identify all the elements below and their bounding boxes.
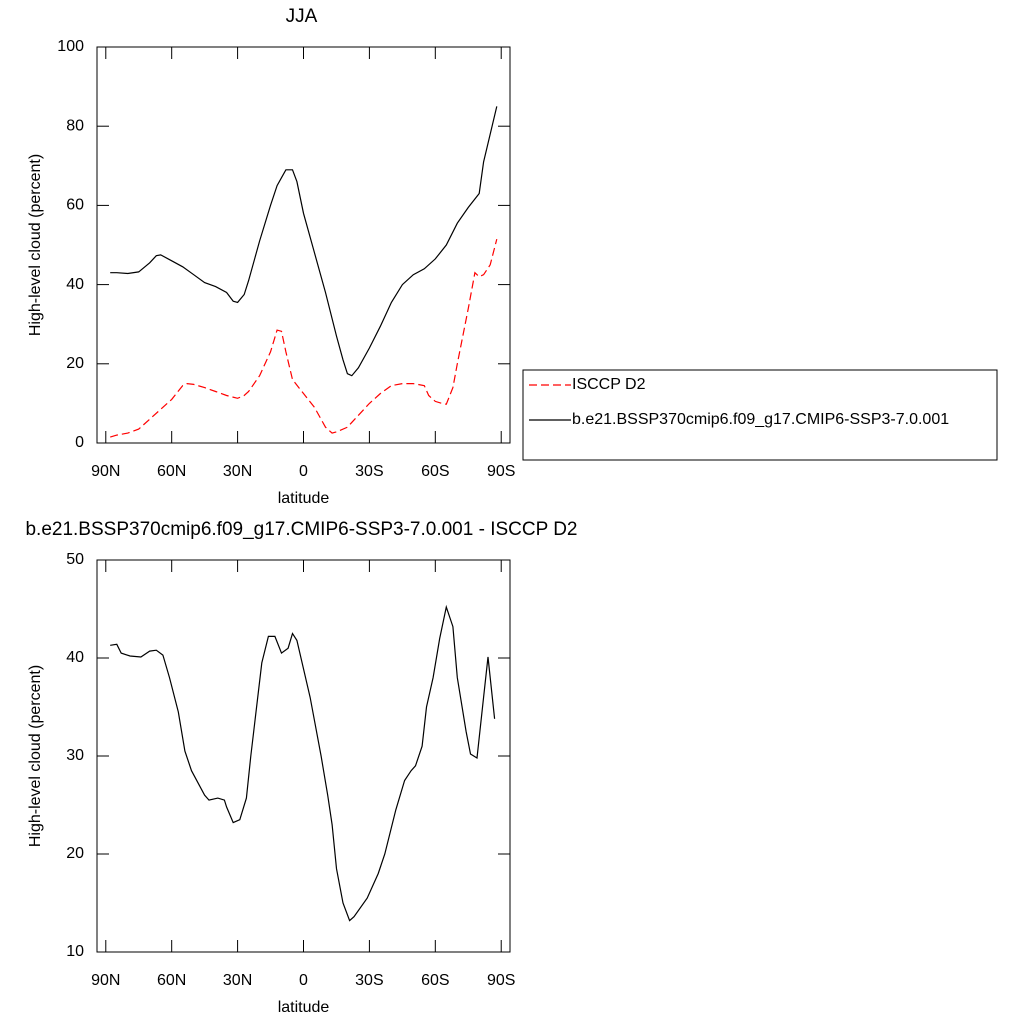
data-line bbox=[110, 238, 498, 438]
chart-title: b.e21.BSSP370cmip6.f09_g17.CMIP6-SSP3-7.… bbox=[25, 519, 577, 540]
y-tick-label: 0 bbox=[75, 434, 84, 451]
y-tick-label: 20 bbox=[66, 355, 84, 372]
x-tick-label: 60N bbox=[157, 463, 186, 480]
y-tick-label: 50 bbox=[66, 551, 84, 568]
y-tick-label: 80 bbox=[66, 117, 84, 134]
data-line bbox=[110, 106, 498, 377]
y-tick-label: 30 bbox=[66, 747, 84, 764]
x-tick-label: 30N bbox=[223, 972, 252, 989]
y-tick-label: 20 bbox=[66, 845, 84, 862]
x-tick-label: 90N bbox=[91, 972, 120, 989]
plot-frame bbox=[96, 559, 511, 953]
y-tick-label: 100 bbox=[57, 38, 84, 55]
y-axis-label: High-level cloud (percent) bbox=[27, 665, 44, 847]
x-tick-label: 0 bbox=[299, 972, 308, 989]
x-tick-label: 60S bbox=[421, 972, 449, 989]
y-tick-label: 10 bbox=[66, 943, 84, 960]
x-axis-label: latitude bbox=[278, 490, 330, 507]
legend-box bbox=[522, 369, 998, 461]
legend-label: ISCCP D2 bbox=[572, 376, 646, 393]
legend-label: b.e21.BSSP370cmip6.f09_g17.CMIP6-SSP3-7.… bbox=[572, 411, 949, 428]
chart-title: JJA bbox=[286, 6, 318, 27]
x-axis-label: latitude bbox=[278, 999, 330, 1016]
y-axis-label: High-level cloud (percent) bbox=[27, 154, 44, 336]
x-tick-label: 30S bbox=[355, 463, 383, 480]
x-tick-label: 0 bbox=[299, 463, 308, 480]
x-tick-label: 90N bbox=[91, 463, 120, 480]
y-tick-label: 60 bbox=[66, 197, 84, 214]
x-tick-label: 60S bbox=[421, 463, 449, 480]
x-tick-label: 90S bbox=[487, 463, 515, 480]
data-line bbox=[110, 604, 496, 922]
y-tick-label: 40 bbox=[66, 649, 84, 666]
x-tick-label: 90S bbox=[487, 972, 515, 989]
plot-frame bbox=[96, 46, 511, 444]
x-tick-label: 60N bbox=[157, 972, 186, 989]
y-tick-label: 40 bbox=[66, 276, 84, 293]
x-tick-label: 30N bbox=[223, 463, 252, 480]
x-tick-label: 30S bbox=[355, 972, 383, 989]
